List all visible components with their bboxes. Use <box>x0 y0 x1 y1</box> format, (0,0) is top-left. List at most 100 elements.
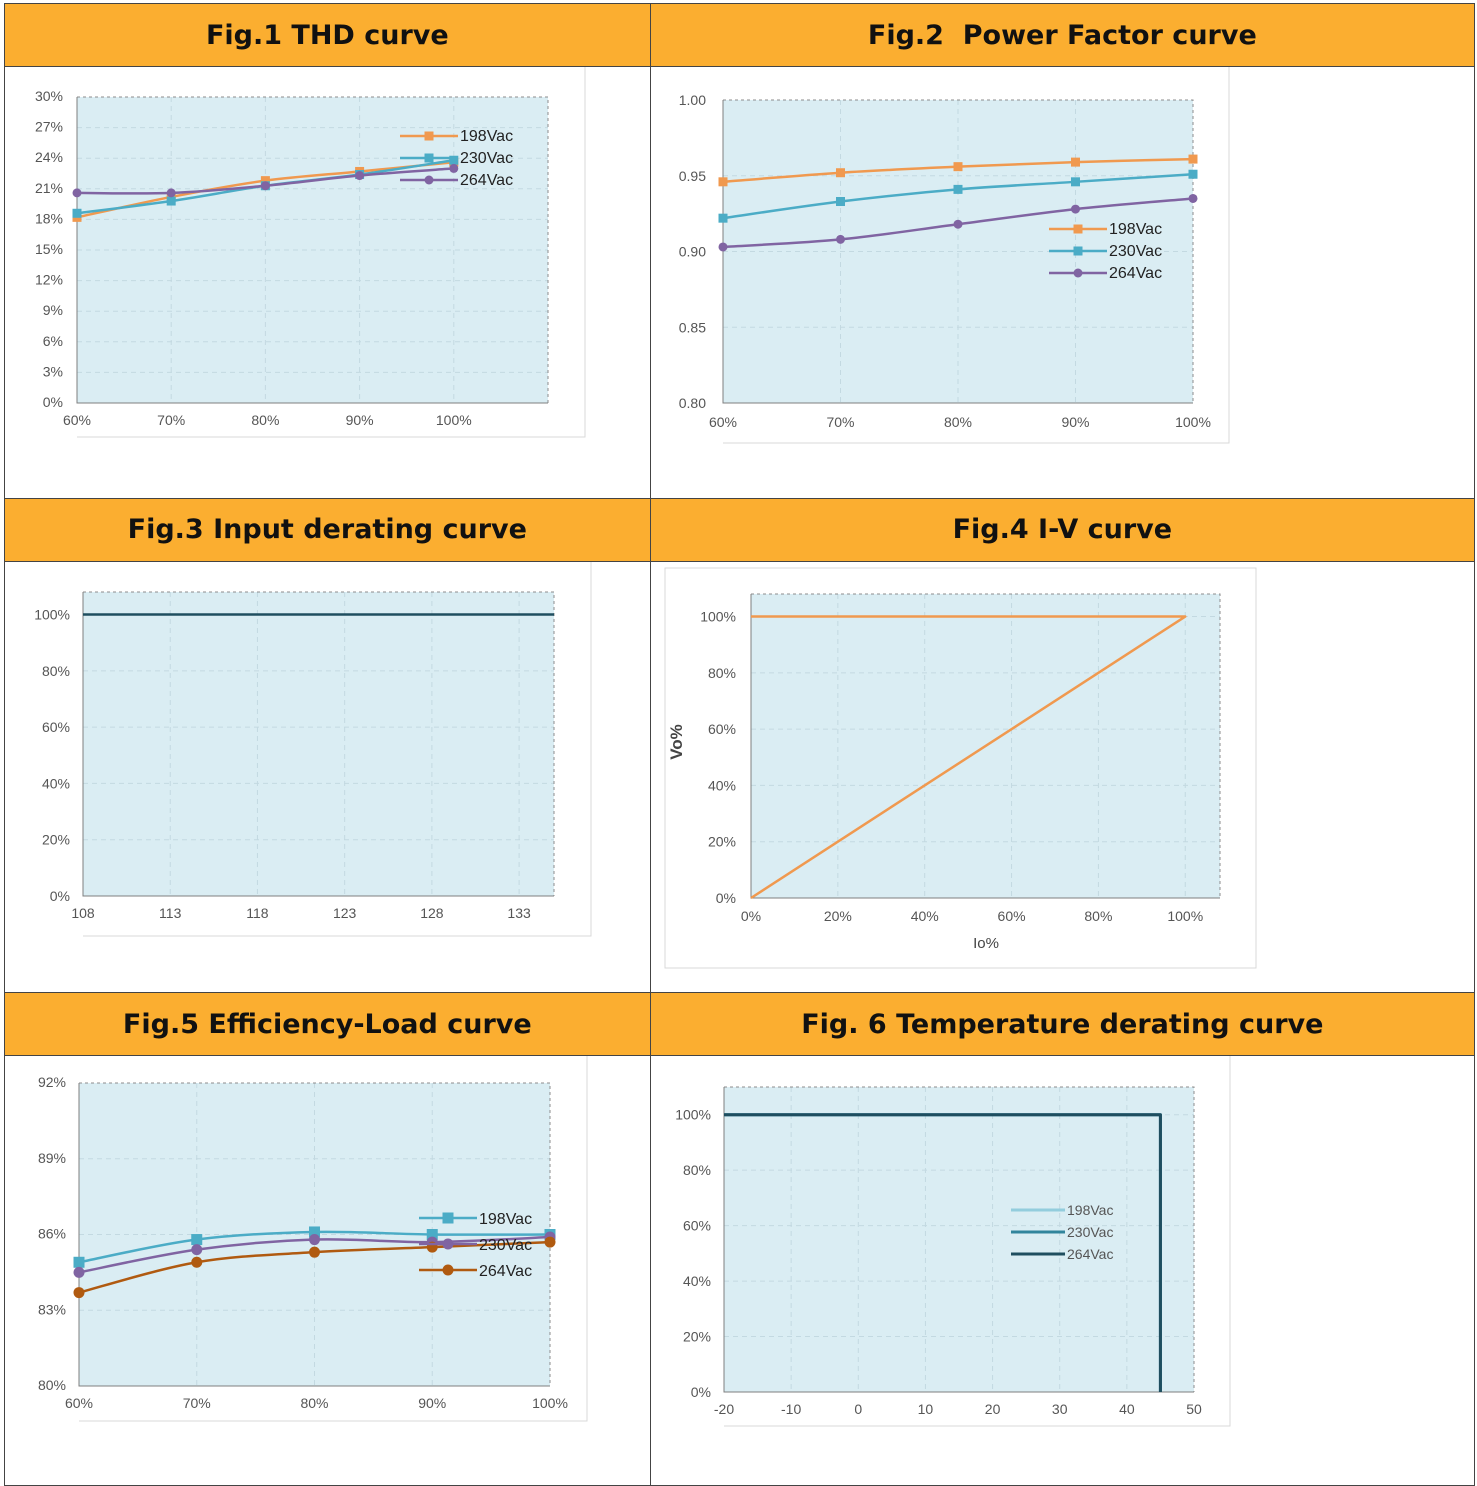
y-tick-label: 100% <box>675 1107 711 1123</box>
y-tick-label: 21% <box>35 180 63 196</box>
x-tick-label: 100% <box>1175 414 1211 430</box>
legend-label: 198Vac <box>479 1211 532 1228</box>
y-tick-label: 0% <box>690 1384 710 1400</box>
legend-label: 264Vac <box>1067 1246 1113 1262</box>
data-point <box>72 208 82 218</box>
chart-area-border <box>79 1056 588 1422</box>
data-point <box>1188 169 1198 179</box>
x-tick-label: -10 <box>781 1401 801 1417</box>
x-tick-label: 70% <box>157 412 185 428</box>
plot-border <box>83 591 555 896</box>
plot-border <box>79 1082 551 1387</box>
x-tick-label: 100% <box>532 1395 568 1411</box>
data-point <box>449 163 459 173</box>
y-tick-label: 3% <box>43 363 63 379</box>
x-axis-title: Io% <box>973 935 999 952</box>
legend-label: 198Vac <box>1109 221 1162 238</box>
x-tick-label: 70% <box>826 414 854 430</box>
data-point <box>355 171 365 181</box>
fig6-title: Fig. 6 Temperature derating curve <box>649 992 1476 1057</box>
legend-marker <box>442 1212 454 1224</box>
y-tick-label: 9% <box>43 302 63 318</box>
fig1-title: Fig.1 THD curve <box>4 2 651 68</box>
x-tick-label: 0 <box>854 1401 862 1417</box>
data-point <box>73 1257 85 1269</box>
x-tick-label: 90% <box>418 1395 446 1411</box>
data-point <box>953 219 963 229</box>
figure-grid: Fig.1 THD curve Fig.2 Power Factor curve… <box>4 2 1476 1486</box>
y-tick-label: 20% <box>683 1329 711 1345</box>
y-tick-label: 30% <box>35 88 63 104</box>
data-point <box>953 162 963 172</box>
plot-area <box>83 591 554 896</box>
legend-marker <box>1073 268 1083 278</box>
y-tick-label: 80% <box>683 1163 711 1179</box>
y-tick-label: 92% <box>38 1074 66 1090</box>
y-tick-label: 24% <box>35 149 63 165</box>
y-tick-label: 80% <box>42 663 70 679</box>
y-tick-label: 0% <box>43 394 63 410</box>
plot-border <box>77 96 549 404</box>
data-point <box>260 176 270 186</box>
fig3-panel: 100% 80% 60% 40% 20% 0% 108 113 118 123 128 133 <box>4 560 651 994</box>
x-tick-label: 100% <box>1167 908 1203 924</box>
x-tick-label: 40% <box>910 908 938 924</box>
x-tick-label: 133 <box>507 905 531 921</box>
legend-label: 230Vac <box>1067 1224 1113 1240</box>
data-point <box>449 155 459 165</box>
y-tick-label: 60% <box>708 721 736 737</box>
axis-lines <box>722 100 1193 404</box>
legend-label: 230Vac <box>460 150 513 167</box>
x-tick-label: 10 <box>917 1401 933 1417</box>
fig6-panel: 100% 80% 60% 40% 20% 0% -20 -10 0 10 20 30 40 50 198Va… <box>649 1055 1476 1486</box>
plot-border <box>723 1086 1195 1393</box>
x-tick-label: 70% <box>183 1395 211 1411</box>
iv-chart: 100% 80% 60% 40% 20% 0% 0% 20% 40% 60% 80% 100% Io% V… <box>664 567 1257 969</box>
data-point <box>544 1236 556 1248</box>
data-point <box>835 168 845 178</box>
thd-chart: 30% 27% 24% 21% 18% 15% 12% 9% 6% 3% 0%60% 70% 80% 90… <box>35 67 586 438</box>
x-tick-label: 60% <box>63 412 91 428</box>
y-tick-label: 0% <box>50 888 70 904</box>
efficiency-load-chart: 92% 89% 86% 83% 80% 60% 70% 80% 90% 100% 198Vac 230… <box>38 1056 588 1422</box>
fig4-panel: 100% 80% 60% 40% 20% 0% 0% 20% 40% 60% 80% 100% Io% V… <box>649 560 1476 994</box>
data-point <box>1188 194 1198 204</box>
chart-area-border <box>77 67 586 438</box>
data-point <box>1070 177 1080 187</box>
legend-marker <box>424 175 434 185</box>
y-tick-label: 18% <box>35 210 63 226</box>
legend-label: 230Vac <box>1109 243 1162 260</box>
data-point <box>73 1267 85 1279</box>
series-line <box>723 1113 1162 1393</box>
y-tick-label: 60% <box>42 719 70 735</box>
data-point <box>191 1257 203 1269</box>
legend-marker <box>1073 224 1083 234</box>
y-tick-label: 86% <box>38 1226 66 1242</box>
x-tick-label: 100% <box>436 412 472 428</box>
y-tick-label: 12% <box>35 272 63 288</box>
legend-label: 264Vac <box>1109 265 1162 282</box>
axis-lines <box>723 1087 1194 1393</box>
legend-label: 198Vac <box>460 128 513 145</box>
series-line <box>749 615 1187 899</box>
x-tick-label: 90% <box>346 412 374 428</box>
y-tick-label: 0.95 <box>678 168 705 184</box>
input-derating-chart: 100% 80% 60% 40% 20% 0%108 113 118 123 128 133 <box>34 561 592 937</box>
legend-marker <box>442 1238 454 1250</box>
data-point <box>1070 204 1080 214</box>
axis-lines <box>82 591 554 897</box>
x-tick-label: 113 <box>159 905 182 921</box>
data-point <box>718 213 728 223</box>
chart-area-border <box>664 567 1257 969</box>
y-tick-label: 60% <box>683 1218 711 1234</box>
data-point <box>191 1234 203 1246</box>
data-point <box>191 1244 203 1256</box>
data-point <box>835 197 845 207</box>
axis-lines <box>76 97 548 404</box>
data-point <box>1188 154 1198 164</box>
y-tick-label: 80% <box>38 1377 66 1393</box>
data-point <box>309 1234 320 1246</box>
legend-marker <box>424 153 434 163</box>
y-tick-label: 89% <box>38 1150 66 1166</box>
x-tick-label: 108 <box>71 905 95 921</box>
